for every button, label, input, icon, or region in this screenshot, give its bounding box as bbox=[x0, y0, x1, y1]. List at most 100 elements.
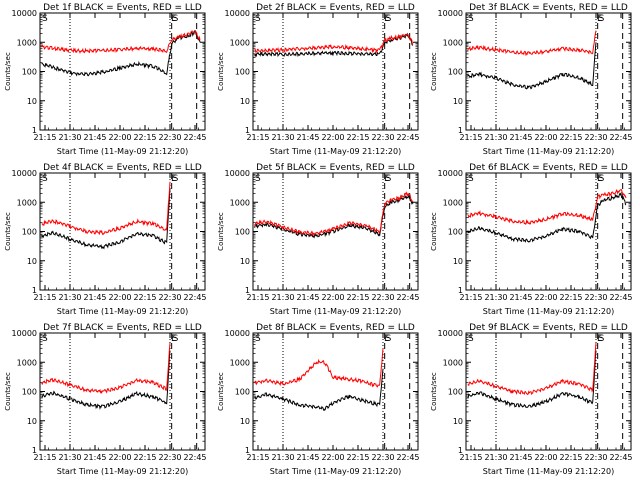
x-tick-label: 22:15 bbox=[133, 133, 156, 142]
panel-4: Det 4f BLACK = Events, RED = LLD Counts/s… bbox=[4, 163, 207, 316]
x-axis-label: Start Time (11-May-09 21:12:20) bbox=[270, 307, 401, 316]
x-tick-label: 22:45 bbox=[183, 453, 206, 462]
panel-9: Det 9f BLACK = Events, RED = LLD Counts/s… bbox=[430, 323, 633, 476]
marker-label: S bbox=[255, 174, 261, 184]
chart-title: Det 2f BLACK = Events, RED = LLD bbox=[256, 3, 415, 13]
x-tick-label: 22:00 bbox=[108, 133, 131, 142]
x-tick-label: 21:15 bbox=[459, 453, 482, 462]
y-axis-label: Counts/sec bbox=[217, 372, 225, 411]
y-axis-label: Counts/sec bbox=[430, 52, 438, 91]
x-tick-label: 22:30 bbox=[584, 133, 607, 142]
x-tick-label: 22:00 bbox=[108, 453, 131, 462]
lld-series-line bbox=[41, 30, 201, 54]
x-axis-label: Start Time (11-May-09 21:12:20) bbox=[57, 467, 188, 476]
marker-label: E bbox=[597, 174, 603, 184]
plot-frame bbox=[39, 332, 206, 451]
y-tick-label: 10000 bbox=[225, 329, 250, 338]
x-tick-label: 21:45 bbox=[509, 453, 532, 462]
events-series-line bbox=[254, 368, 384, 412]
x-axis-label: Start Time (11-May-09 21:12:20) bbox=[270, 147, 401, 156]
marker-label: E bbox=[171, 174, 177, 184]
x-tick-label: 22:30 bbox=[584, 293, 607, 302]
x-tick-label: 21:15 bbox=[33, 453, 56, 462]
x-tick-label: 22:00 bbox=[108, 293, 131, 302]
chart-title: Det 7f BLACK = Events, RED = LLD bbox=[43, 323, 202, 333]
y-tick-label: 10000 bbox=[438, 9, 463, 18]
y-tick-label: 10000 bbox=[438, 169, 463, 178]
x-tick-label: 21:45 bbox=[296, 293, 319, 302]
x-tick-label: 22:00 bbox=[321, 453, 344, 462]
y-tick-label: 10000 bbox=[225, 169, 250, 178]
marker-label: S bbox=[386, 334, 392, 344]
marker-label: E bbox=[171, 334, 177, 344]
chart-title: Det 5f BLACK = Events, RED = LLD bbox=[256, 163, 415, 173]
y-tick-label: 10 bbox=[453, 97, 463, 106]
y-tick-label: 1000 bbox=[17, 358, 37, 367]
x-tick-label: 21:45 bbox=[83, 293, 106, 302]
panel-7: Det 7f BLACK = Events, RED = LLD Counts/s… bbox=[4, 323, 207, 476]
y-axis-label: Counts/sec bbox=[430, 372, 438, 411]
marker-label: S bbox=[599, 174, 605, 184]
y-tick-label: 1000 bbox=[17, 198, 37, 207]
y-tick-label: 100 bbox=[235, 388, 250, 397]
x-tick-label: 22:30 bbox=[371, 133, 394, 142]
plot-frame bbox=[465, 12, 632, 131]
y-tick-label: 100 bbox=[22, 228, 37, 237]
panel-1: Det 1f BLACK = Events, RED = LLD Counts/s… bbox=[4, 3, 207, 156]
marker-label: E bbox=[384, 174, 390, 184]
x-tick-label: 21:45 bbox=[509, 293, 532, 302]
x-tick-label: 22:00 bbox=[321, 293, 344, 302]
marker-label: S bbox=[42, 14, 48, 24]
marker-label: S bbox=[468, 14, 474, 24]
events-series-line bbox=[467, 191, 627, 243]
x-tick-label: 21:15 bbox=[459, 133, 482, 142]
y-tick-label: 1 bbox=[458, 126, 463, 135]
x-tick-label: 21:30 bbox=[58, 453, 81, 462]
x-tick-label: 22:45 bbox=[609, 453, 632, 462]
chart-title: Det 4f BLACK = Events, RED = LLD bbox=[43, 163, 202, 173]
panel-2: Det 2f BLACK = Events, RED = LLD Counts/s… bbox=[217, 3, 420, 156]
y-axis-label: Counts/sec bbox=[4, 52, 12, 91]
marker-label: S bbox=[255, 14, 261, 24]
y-tick-label: 100 bbox=[22, 68, 37, 77]
x-tick-label: 22:45 bbox=[396, 133, 419, 142]
y-tick-label: 1 bbox=[245, 126, 250, 135]
marker-label: S bbox=[42, 174, 48, 184]
y-axis-label: Counts/sec bbox=[430, 212, 438, 251]
y-tick-label: 1000 bbox=[443, 198, 463, 207]
x-tick-label: 22:30 bbox=[158, 293, 181, 302]
y-tick-label: 10000 bbox=[225, 9, 250, 18]
y-tick-label: 10 bbox=[27, 97, 37, 106]
x-tick-label: 21:45 bbox=[83, 453, 106, 462]
y-axis-label: Counts/sec bbox=[4, 372, 12, 411]
x-tick-label: 22:15 bbox=[346, 133, 369, 142]
x-tick-label: 21:30 bbox=[484, 293, 507, 302]
x-tick-label: 22:15 bbox=[559, 453, 582, 462]
x-tick-label: 22:15 bbox=[346, 293, 369, 302]
plot-frame bbox=[252, 332, 419, 451]
events-series-line bbox=[41, 350, 171, 410]
x-tick-label: 21:15 bbox=[246, 293, 269, 302]
x-tick-label: 22:15 bbox=[133, 453, 156, 462]
events-series-line bbox=[41, 29, 201, 77]
chart-title: Det 9f BLACK = Events, RED = LLD bbox=[469, 323, 628, 333]
events-series-line bbox=[467, 42, 597, 90]
lld-series-line bbox=[41, 181, 171, 236]
x-axis-label: Start Time (11-May-09 21:12:20) bbox=[483, 147, 614, 156]
x-tick-label: 22:45 bbox=[396, 293, 419, 302]
y-tick-label: 100 bbox=[448, 68, 463, 77]
x-axis-label: Start Time (11-May-09 21:12:20) bbox=[483, 467, 614, 476]
y-tick-label: 1 bbox=[32, 446, 37, 455]
marker-label: E bbox=[384, 14, 390, 24]
y-tick-label: 100 bbox=[448, 228, 463, 237]
y-tick-label: 10 bbox=[453, 417, 463, 426]
panel-5: Det 5f BLACK = Events, RED = LLD Counts/s… bbox=[217, 163, 420, 316]
marker-label: S bbox=[599, 334, 605, 344]
y-tick-label: 100 bbox=[448, 388, 463, 397]
y-tick-label: 10 bbox=[240, 97, 250, 106]
panel-8: Det 8f BLACK = Events, RED = LLD Counts/s… bbox=[217, 323, 420, 476]
x-tick-label: 21:15 bbox=[246, 133, 269, 142]
marker-label: S bbox=[173, 334, 179, 344]
y-tick-label: 10 bbox=[240, 417, 250, 426]
